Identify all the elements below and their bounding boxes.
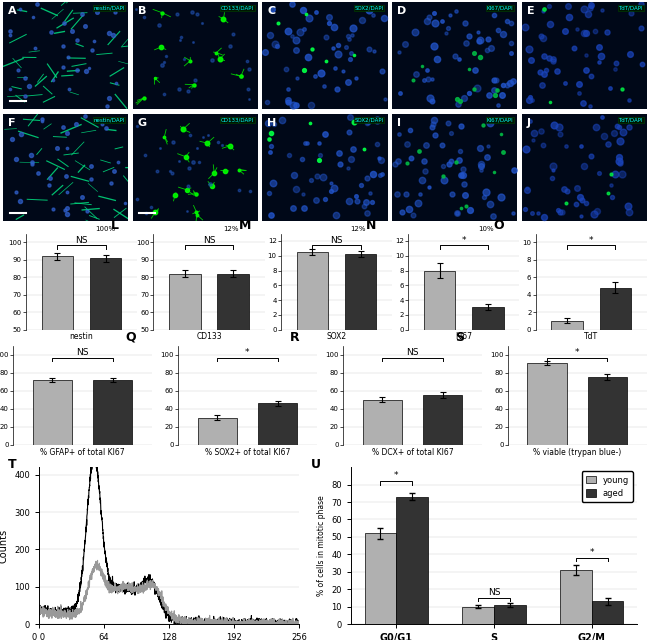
Bar xyxy=(592,602,623,624)
X-axis label: % viable (trypan blue-): % viable (trypan blue-) xyxy=(533,447,621,456)
Text: M: M xyxy=(239,219,251,232)
Text: NS: NS xyxy=(406,348,419,357)
Text: KI67/DAPI: KI67/DAPI xyxy=(487,117,514,122)
X-axis label: TdT: TdT xyxy=(584,332,598,341)
Text: nestin/DAPI: nestin/DAPI xyxy=(93,117,125,122)
Text: R: R xyxy=(290,331,300,344)
Text: D: D xyxy=(397,6,406,16)
Text: H: H xyxy=(267,118,277,128)
Bar xyxy=(345,254,376,330)
Text: NS: NS xyxy=(76,348,88,357)
Text: C: C xyxy=(267,6,276,16)
Text: NS: NS xyxy=(75,236,88,244)
Text: CD133/DAPI: CD133/DAPI xyxy=(221,5,254,10)
Text: NS: NS xyxy=(203,236,215,244)
Text: *: * xyxy=(394,471,398,480)
Text: TdT/DAPI: TdT/DAPI xyxy=(618,117,643,122)
Bar xyxy=(198,418,237,445)
Y-axis label: % of cells in mitotic phase: % of cells in mitotic phase xyxy=(317,495,326,596)
Text: N: N xyxy=(366,219,376,232)
Text: E: E xyxy=(526,6,534,16)
Text: J: J xyxy=(526,118,530,128)
X-axis label: CD133: CD133 xyxy=(196,332,222,341)
Text: B: B xyxy=(138,6,146,16)
Bar xyxy=(363,400,402,445)
Text: T: T xyxy=(8,458,16,471)
Text: *: * xyxy=(590,548,594,557)
Bar xyxy=(462,607,494,624)
Bar xyxy=(423,395,462,445)
Bar xyxy=(588,377,627,445)
Text: O: O xyxy=(493,219,504,232)
Y-axis label: Counts: Counts xyxy=(0,529,8,563)
X-axis label: % SOX2+ of total KI67: % SOX2+ of total KI67 xyxy=(205,447,290,456)
Text: *: * xyxy=(575,348,580,357)
Bar xyxy=(42,256,73,417)
Bar xyxy=(32,380,72,445)
Bar xyxy=(396,497,428,624)
Text: KI67/DAPI: KI67/DAPI xyxy=(487,5,514,10)
Text: TdT/DAPI: TdT/DAPI xyxy=(618,5,643,10)
Text: L: L xyxy=(111,219,119,232)
Text: 10%: 10% xyxy=(478,226,493,232)
Text: F: F xyxy=(8,118,16,128)
Bar xyxy=(600,288,631,330)
Legend: young, aged: young, aged xyxy=(582,472,633,502)
X-axis label: KI67: KI67 xyxy=(455,332,473,341)
Bar xyxy=(169,274,200,417)
Text: NS: NS xyxy=(330,236,343,244)
Bar xyxy=(494,605,526,624)
Text: U: U xyxy=(311,458,321,471)
Text: CD133/DAPI: CD133/DAPI xyxy=(221,117,254,122)
Bar xyxy=(473,307,504,330)
Text: 12%: 12% xyxy=(350,226,366,232)
Text: I: I xyxy=(397,118,401,128)
Bar xyxy=(365,533,396,624)
Bar xyxy=(560,570,592,624)
X-axis label: % GFAP+ of total KI67: % GFAP+ of total KI67 xyxy=(40,447,125,456)
Bar xyxy=(296,252,328,330)
Text: 12%: 12% xyxy=(223,226,239,232)
Bar xyxy=(424,271,455,330)
Bar xyxy=(93,380,133,445)
Text: *: * xyxy=(462,236,466,244)
Text: S: S xyxy=(455,331,464,344)
Text: NS: NS xyxy=(488,588,500,597)
Bar xyxy=(527,363,567,445)
Bar xyxy=(90,258,122,417)
Text: A: A xyxy=(8,6,17,16)
Text: *: * xyxy=(589,236,593,244)
Text: SOX2/DAPI: SOX2/DAPI xyxy=(354,117,383,122)
Text: SOX2/DAPI: SOX2/DAPI xyxy=(354,5,383,10)
X-axis label: % DCX+ of total KI67: % DCX+ of total KI67 xyxy=(372,447,453,456)
Text: G: G xyxy=(138,118,147,128)
Bar xyxy=(218,274,249,417)
Bar xyxy=(551,321,582,330)
Text: Q: Q xyxy=(125,331,136,344)
Bar xyxy=(258,403,297,445)
X-axis label: SOX2: SOX2 xyxy=(326,332,346,341)
X-axis label: nestin: nestin xyxy=(70,332,94,341)
Text: *: * xyxy=(245,348,250,357)
Text: nestin/DAPI: nestin/DAPI xyxy=(93,5,125,10)
Text: 100%: 100% xyxy=(96,226,116,232)
